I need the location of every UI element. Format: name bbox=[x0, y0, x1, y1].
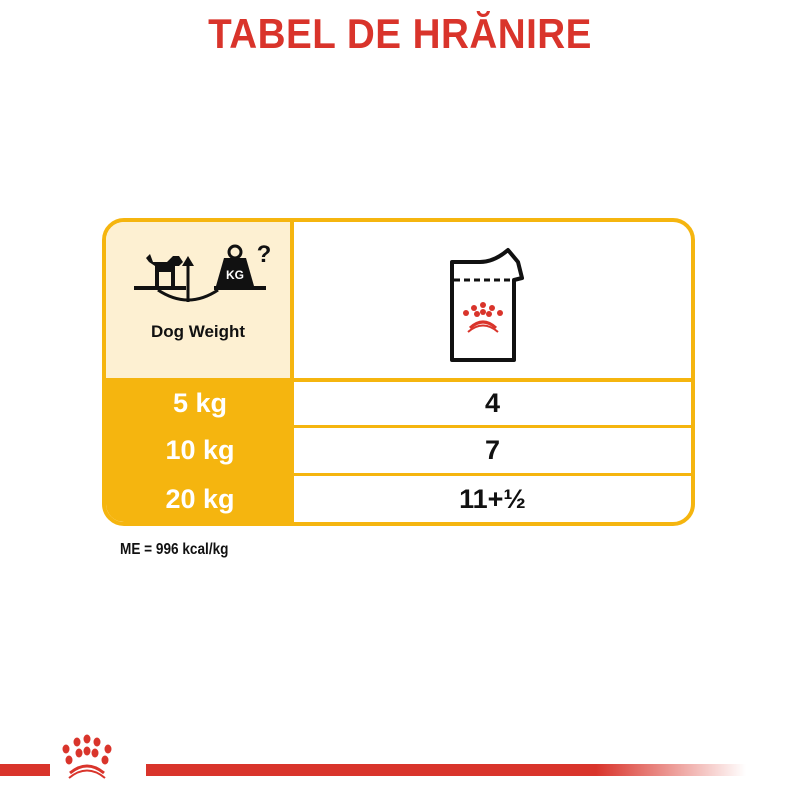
weight-cell: 5 kg bbox=[106, 382, 294, 425]
brand-line-right bbox=[146, 764, 746, 776]
energy-footnote: ME = 996 kcal/kg bbox=[120, 541, 229, 558]
amount-cell: 11+½ bbox=[459, 483, 526, 514]
amount-cell: 7 bbox=[484, 435, 501, 465]
dog-weight-header: KG ? Dog Weight bbox=[106, 222, 294, 382]
page-title: TABEL DE HRĂNIRE bbox=[208, 10, 592, 57]
svg-text:?: ? bbox=[257, 241, 272, 268]
food-header bbox=[294, 222, 691, 382]
amount-cell: 4 bbox=[484, 388, 501, 418]
table-row: 20 kg 11+½ bbox=[106, 476, 691, 522]
weight-cell: 20 kg bbox=[106, 476, 294, 522]
dog-weight-label: Dog Weight bbox=[150, 322, 246, 341]
weight-cell: 10 kg bbox=[106, 428, 294, 473]
feeding-table: KG ? Dog Weight 5 kg 4 10 kg 7 20 kg 11+… bbox=[102, 218, 695, 526]
wet-food-pouch-icon bbox=[450, 248, 524, 362]
table-row: 10 kg 7 bbox=[106, 428, 691, 476]
royal-canin-crown-logo bbox=[62, 734, 112, 779]
svg-text:KG: KG bbox=[226, 268, 244, 282]
dog-scale-weight-icon: KG ? bbox=[134, 241, 272, 302]
brand-line-left bbox=[0, 764, 50, 776]
table-row: 5 kg 4 bbox=[106, 382, 691, 428]
